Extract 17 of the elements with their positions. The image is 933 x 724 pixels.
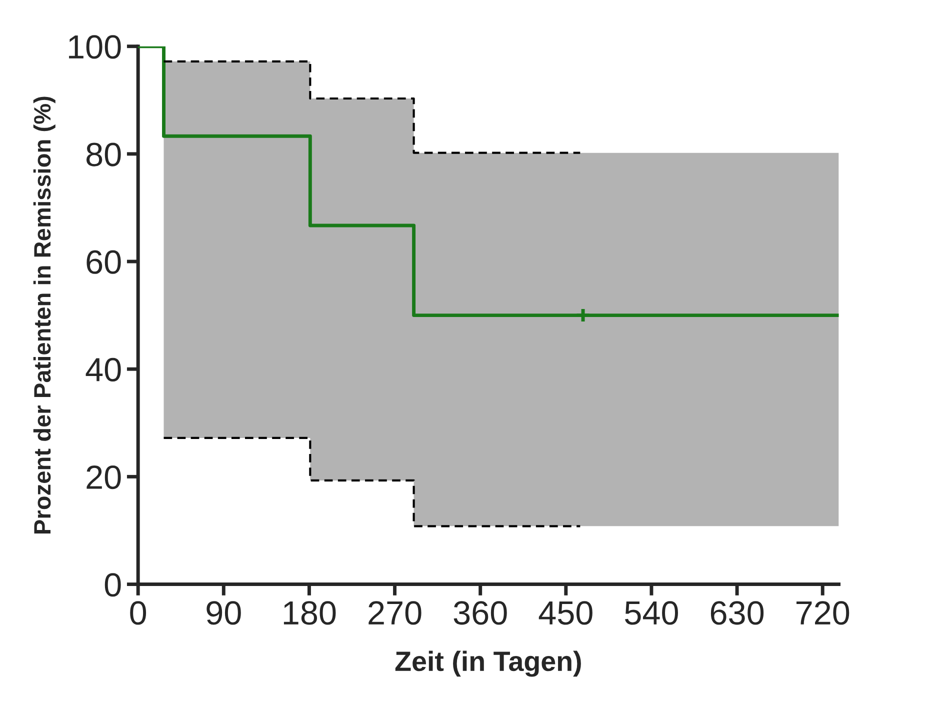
y-axis-title: Prozent der Patienten in Remission (%) <box>33 96 56 534</box>
x-tick-label: 180 <box>284 601 336 625</box>
x-axis-title: Zeit (in Tagen) <box>395 650 581 677</box>
y-tick-label: 20 <box>86 465 121 490</box>
x-tick-label: 630 <box>710 601 764 625</box>
y-tick-label: 80 <box>86 142 121 166</box>
x-tick-label: 270 <box>368 601 422 625</box>
x-tick-label: 540 <box>625 601 678 625</box>
x-tick-label: 360 <box>454 601 507 625</box>
y-tick-label: 60 <box>86 250 121 274</box>
y-tick-label: 0 <box>104 573 121 597</box>
y-tick-label: 100 <box>69 35 121 59</box>
x-tick-label: 720 <box>796 601 850 625</box>
x-tick-label: 0 <box>130 601 146 625</box>
y-tick-label: 40 <box>86 358 121 382</box>
x-tick-label: 90 <box>206 601 241 625</box>
x-tick-label: 450 <box>538 601 592 625</box>
